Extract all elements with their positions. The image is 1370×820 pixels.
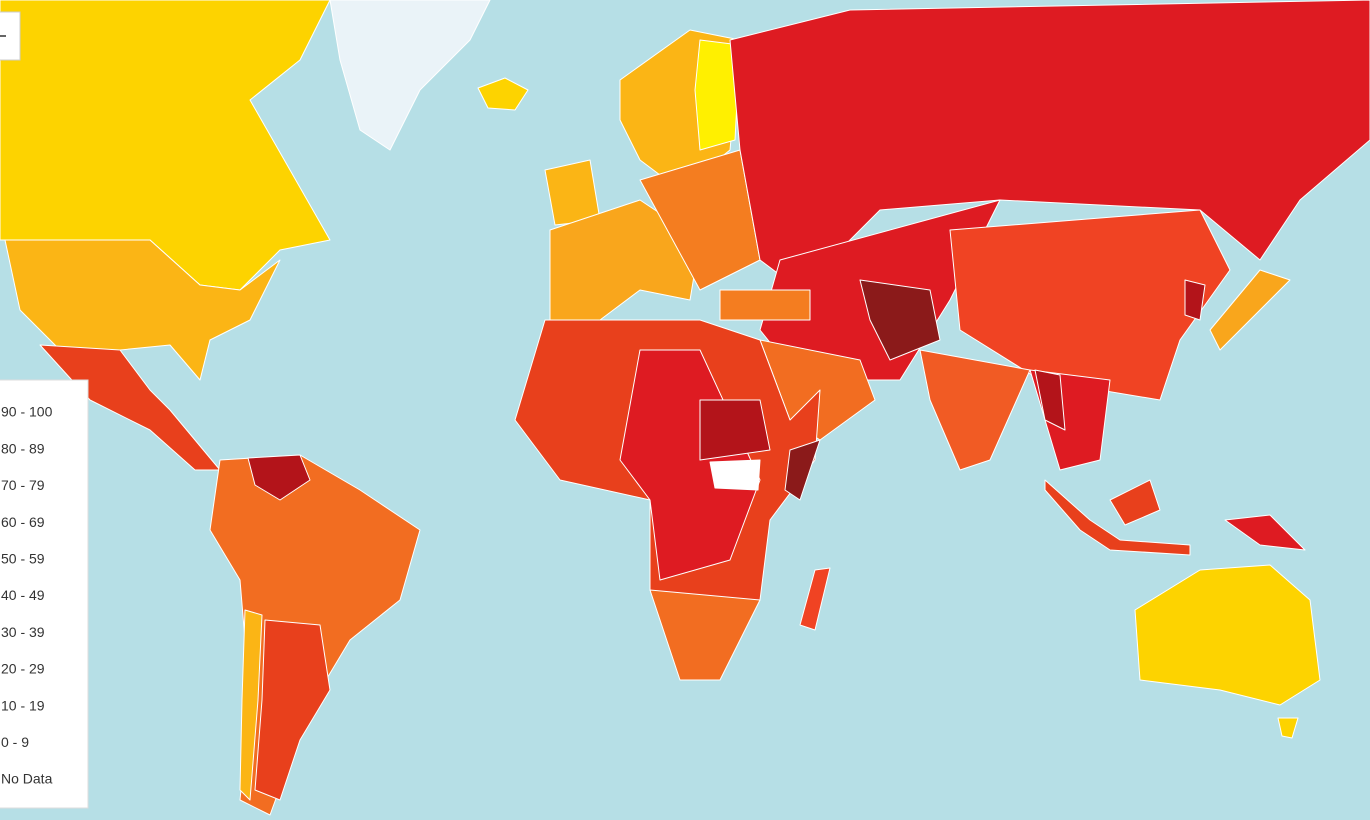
southern-africa — [649, 589, 761, 681]
madagascar — [799, 567, 831, 631]
legend-label: 50 - 59 — [1, 551, 45, 567]
zoom-control[interactable] — [0, 11, 21, 61]
legend-label: 10 - 19 — [1, 697, 45, 713]
legend-label: 90 - 100 — [1, 404, 53, 420]
greenland — [329, 0, 491, 151]
myanmar — [1034, 369, 1066, 431]
legend-label: 30 - 39 — [1, 624, 45, 640]
legend-box — [0, 379, 89, 809]
iceland — [477, 77, 529, 111]
south-sudan — [709, 459, 761, 491]
china — [949, 209, 1231, 401]
afghanistan — [859, 279, 941, 361]
legend: 90 - 100 80 - 89 70 - 79 60 - 69 50 - 59 40 -… — [0, 379, 89, 809]
korea — [1184, 279, 1206, 321]
legend-label: 0 - 9 — [1, 734, 29, 750]
legend-label: 60 - 69 — [1, 514, 45, 530]
papua-new-guinea — [1224, 514, 1306, 551]
indonesia — [1044, 479, 1191, 556]
japan — [1209, 269, 1291, 351]
legend-label: 80 - 89 — [1, 440, 45, 456]
legend-label: No Data — [1, 771, 53, 787]
legend-label: 20 - 29 — [1, 661, 45, 677]
uk — [544, 159, 601, 226]
legend-label: 70 - 79 — [1, 477, 45, 493]
chile — [239, 609, 263, 801]
turkey — [719, 289, 811, 321]
venezuela — [247, 454, 311, 501]
australia — [1134, 564, 1321, 706]
india — [919, 349, 1031, 471]
zoom-button[interactable] — [0, 11, 21, 61]
borneo — [1109, 479, 1161, 526]
tasmania — [1277, 717, 1299, 739]
sudan — [699, 399, 771, 461]
argentina — [254, 619, 331, 801]
somalia — [784, 439, 821, 501]
legend-label: 40 - 49 — [1, 587, 45, 603]
